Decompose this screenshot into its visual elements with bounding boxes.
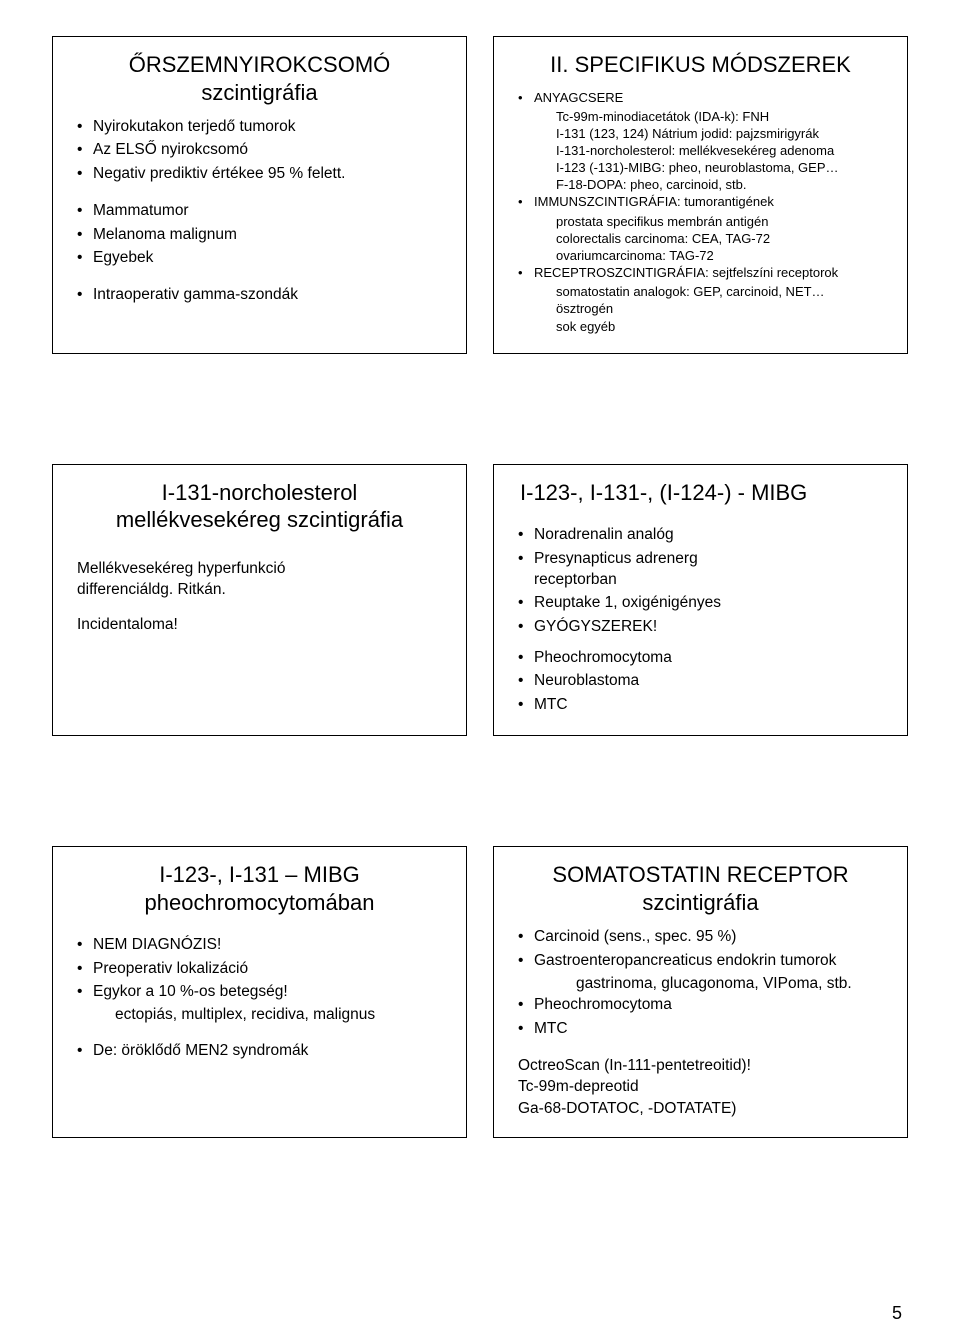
slide-norcholesterol: I-131-norcholesterol mellékvesekéreg szc…: [52, 464, 467, 737]
slide-title: I-123-, I-131 – MIBG pheochromocytomában: [73, 861, 446, 916]
list-item: Preoperativ lokalizáció: [91, 958, 446, 979]
list-item: MTC: [532, 694, 887, 715]
sub-line: gastrinoma, glucagonoma, VIPoma, stb.: [514, 973, 887, 994]
list-item: Negativ prediktiv értékee 95 % felett.: [91, 163, 446, 184]
slide-title: ŐRSZEMNYIROKCSOMÓ szcintigráfia: [73, 51, 446, 106]
list-item: Noradrenalin analóg: [532, 524, 887, 545]
slide-title: II. SPECIFIKUS MÓDSZEREK: [514, 51, 887, 79]
sub-line: ovariumcarcinoma: TAG-72: [514, 247, 887, 264]
list-item: Pheochromocytoma: [532, 994, 887, 1015]
title-line-2: szcintigráfia: [201, 80, 317, 105]
slide-body: Noradrenalin analóg Presynapticus adrene…: [514, 524, 887, 715]
sub-line: I-123 (-131)-MIBG: pheo, neuroblastoma, …: [514, 159, 887, 176]
paragraph: Mellékvesekéreg hyperfunkció differenciá…: [73, 558, 373, 601]
list-item: ANYAGCSERE: [532, 89, 887, 106]
list-item: De: öröklődő MEN2 syndromák: [91, 1040, 446, 1061]
paragraph: Incidentaloma!: [73, 614, 446, 635]
sub-line: prostata specifikus membrán antigén: [514, 213, 887, 230]
list-item: Carcinoid (sens., spec. 95 %): [532, 926, 887, 947]
sub-line: ectopiás, multiplex, recidiva, malignus: [73, 1004, 446, 1025]
slide-body: NEM DIAGNÓZIS! Preoperativ lokalizáció E…: [73, 934, 446, 1077]
slide-body: Nyirokutakon terjedő tumorok Az ELSŐ nyi…: [73, 116, 446, 306]
slide-body: Mellékvesekéreg hyperfunkció differenciá…: [73, 558, 446, 664]
slide-body: ANYAGCSERE Tc-99m-minodiacetátok (IDA-k)…: [514, 89, 887, 335]
sub-line: ösztrogén: [514, 300, 887, 317]
title-line-1: SOMATOSTATIN RECEPTOR: [552, 862, 848, 887]
list-item: Az ELSŐ nyirokcsomó: [91, 139, 446, 160]
list-item: NEM DIAGNÓZIS!: [91, 934, 446, 955]
list-item: Gastroenteropancreaticus endokrin tumoro…: [532, 950, 887, 971]
list-item: MTC: [532, 1018, 887, 1039]
title-line-2: szcintigráfia: [642, 890, 758, 915]
slide-title: SOMATOSTATIN RECEPTOR szcintigráfia: [514, 861, 887, 916]
slide-title: I-123-, I-131-, (I-124-) - MIBG: [514, 479, 887, 507]
slide-mibg-pheo: I-123-, I-131 – MIBG pheochromocytomában…: [52, 846, 467, 1138]
slide-title: I-131-norcholesterol mellékvesekéreg szc…: [73, 479, 446, 534]
slide-somatostatin: SOMATOSTATIN RECEPTOR szcintigráfia Carc…: [493, 846, 908, 1138]
sub-line: colorectalis carcinoma: CEA, TAG-72: [514, 230, 887, 247]
list-item: Presynapticus adrenerg receptorban: [532, 548, 762, 591]
sub-line: I-131 (123, 124) Nátrium jodid: pajzsmir…: [514, 125, 887, 142]
list-item: Intraoperativ gamma-szondák: [91, 284, 446, 305]
list-item: Melanoma malignum: [91, 224, 446, 245]
list-item: Nyirokutakon terjedő tumorok: [91, 116, 446, 137]
page-number: 5: [892, 1303, 902, 1324]
slide-grid: ŐRSZEMNYIROKCSOMÓ szcintigráfia Nyirokut…: [52, 36, 908, 1138]
title-line-2: pheochromocytomában: [145, 890, 375, 915]
slide-orszemnyirokcsomo: ŐRSZEMNYIROKCSOMÓ szcintigráfia Nyirokut…: [52, 36, 467, 354]
title-line-1: I-131-norcholesterol: [162, 480, 358, 505]
sub-line: I-131-norcholesterol: mellékvesekéreg ad…: [514, 142, 887, 159]
title-line-1: ŐRSZEMNYIROKCSOMÓ: [129, 52, 391, 77]
list-item: Reuptake 1, oxigénigényes: [532, 592, 887, 613]
sub-line: F-18-DOPA: pheo, carcinoid, stb.: [514, 176, 887, 193]
list-item: GYÓGYSZEREK!: [532, 616, 887, 637]
title-line-2: mellékvesekéreg szcintigráfia: [116, 507, 403, 532]
list-item: RECEPTROSZCINTIGRÁFIA: sejtfelszíni rece…: [532, 264, 887, 281]
list-item: Mammatumor: [91, 200, 446, 221]
list-item: Pheochromocytoma: [532, 647, 887, 668]
list-item: Neuroblastoma: [532, 670, 887, 691]
sub-line: Tc-99m-minodiacetátok (IDA-k): FNH: [514, 108, 887, 125]
paragraph: Ga-68-DOTATOC, -DOTATATE): [514, 1098, 887, 1119]
title-line-1: I-123-, I-131 – MIBG: [159, 862, 360, 887]
list-item: IMMUNSZCINTIGRÁFIA: tumorantigének: [532, 193, 887, 210]
paragraph: OctreoScan (In-111-pentetreoitid)!: [514, 1055, 887, 1076]
slide-specifikus-modszerek: II. SPECIFIKUS MÓDSZEREK ANYAGCSERE Tc-9…: [493, 36, 908, 354]
list-item: Egyebek: [91, 247, 446, 268]
list-item: Egykor a 10 %-os betegség!: [91, 981, 446, 1002]
sub-line: somatostatin analogok: GEP, carcinoid, N…: [514, 283, 887, 300]
sub-line: sok egyéb: [514, 318, 887, 335]
paragraph: Tc-99m-depreotid: [514, 1076, 887, 1097]
slide-mibg: I-123-, I-131-, (I-124-) - MIBG Noradren…: [493, 464, 908, 737]
slide-body: Carcinoid (sens., spec. 95 %) Gastroente…: [514, 926, 887, 1119]
